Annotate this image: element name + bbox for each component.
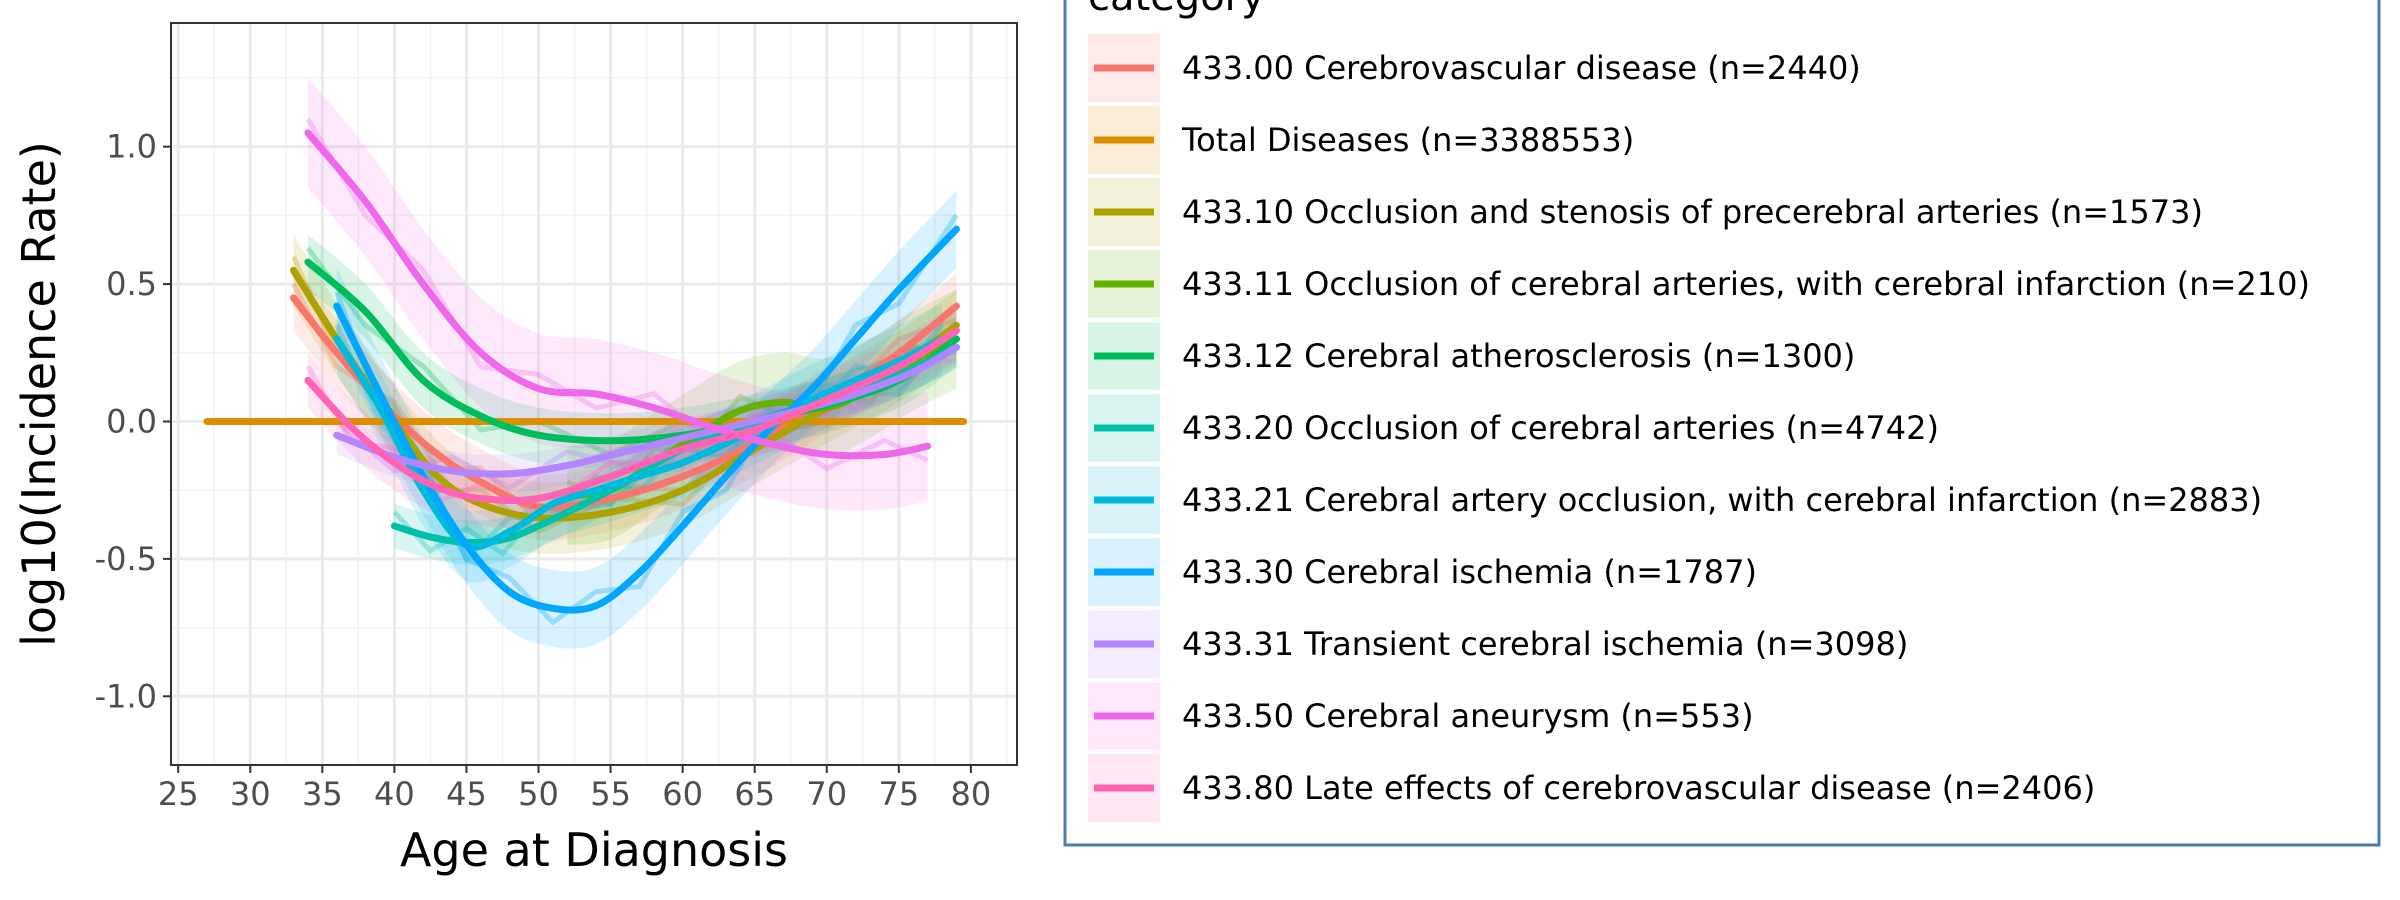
y-tick-label: -0.5 [95, 540, 157, 578]
legend-title: category [1088, 0, 1265, 20]
x-tick-label: 65 [734, 775, 775, 813]
series-line-7 [333, 335, 946, 551]
y-tick-label: 0.5 [106, 265, 157, 303]
x-axis-title: Age at Diagnosis [400, 823, 788, 877]
x-tick-label: 30 [230, 775, 271, 813]
x-tick-label: 80 [951, 775, 992, 813]
legend: 433.00 Cerebrovascular disease (n=2440) T… [1088, 34, 2310, 822]
y-axis-title: log10(Incidence Rate) [12, 141, 66, 647]
y-tick-label: 0.0 [106, 402, 157, 440]
x-axis: 25 30 35 40 45 50 55 60 65 70 75 80 [158, 765, 991, 813]
y-axis: -1.0 -0.5 0.0 0.5 1.0 [95, 128, 171, 715]
x-tick-label: 40 [374, 775, 415, 813]
legend-label: 433.10 Occlusion and stenosis of precere… [1182, 193, 2203, 231]
legend-box [1063, 0, 2381, 847]
legend-label: 433.11 Occlusion of cerebral arteries, w… [1182, 265, 2310, 303]
x-tick-label: 50 [518, 775, 559, 813]
x-tick-label: 60 [662, 775, 703, 813]
x-tick-label: 75 [878, 775, 919, 813]
y-tick-label: 1.0 [106, 128, 157, 166]
series-lines [203, 129, 968, 614]
x-tick-label: 35 [302, 775, 343, 813]
legend-label: 433.21 Cerebral artery occlusion, with c… [1182, 481, 2262, 519]
y-tick-label: -1.0 [95, 677, 157, 715]
series-line-9 [333, 343, 960, 478]
legend-label: 433.30 Cerebral ischemia (n=1787) [1182, 553, 1757, 591]
legend-label: Total Diseases (n=3388553) [1181, 121, 1634, 159]
panel-border [170, 22, 1018, 766]
x-tick-label: 25 [158, 775, 199, 813]
grid [171, 23, 1017, 766]
legend-label: 433.31 Transient cerebral ischemia (n=30… [1182, 625, 1908, 663]
x-tick-label: 70 [806, 775, 847, 813]
x-tick-label: 55 [590, 775, 631, 813]
series-band-8 [336, 190, 957, 649]
legend-label: 433.20 Occlusion of cerebral arteries (n… [1182, 409, 1939, 447]
legend-label: 433.00 Cerebrovascular disease (n=2440) [1182, 49, 1861, 87]
series-line-11 [304, 327, 960, 505]
legend-label: 433.80 Late effects of cerebrovascular d… [1182, 769, 2095, 807]
x-tick-label: 45 [446, 775, 487, 813]
series-line-10 [304, 129, 932, 460]
legend-label: 433.12 Cerebral atherosclerosis (n=1300) [1182, 337, 1855, 375]
legend-label: 433.50 Cerebral aneurysm (n=553) [1182, 697, 1754, 735]
